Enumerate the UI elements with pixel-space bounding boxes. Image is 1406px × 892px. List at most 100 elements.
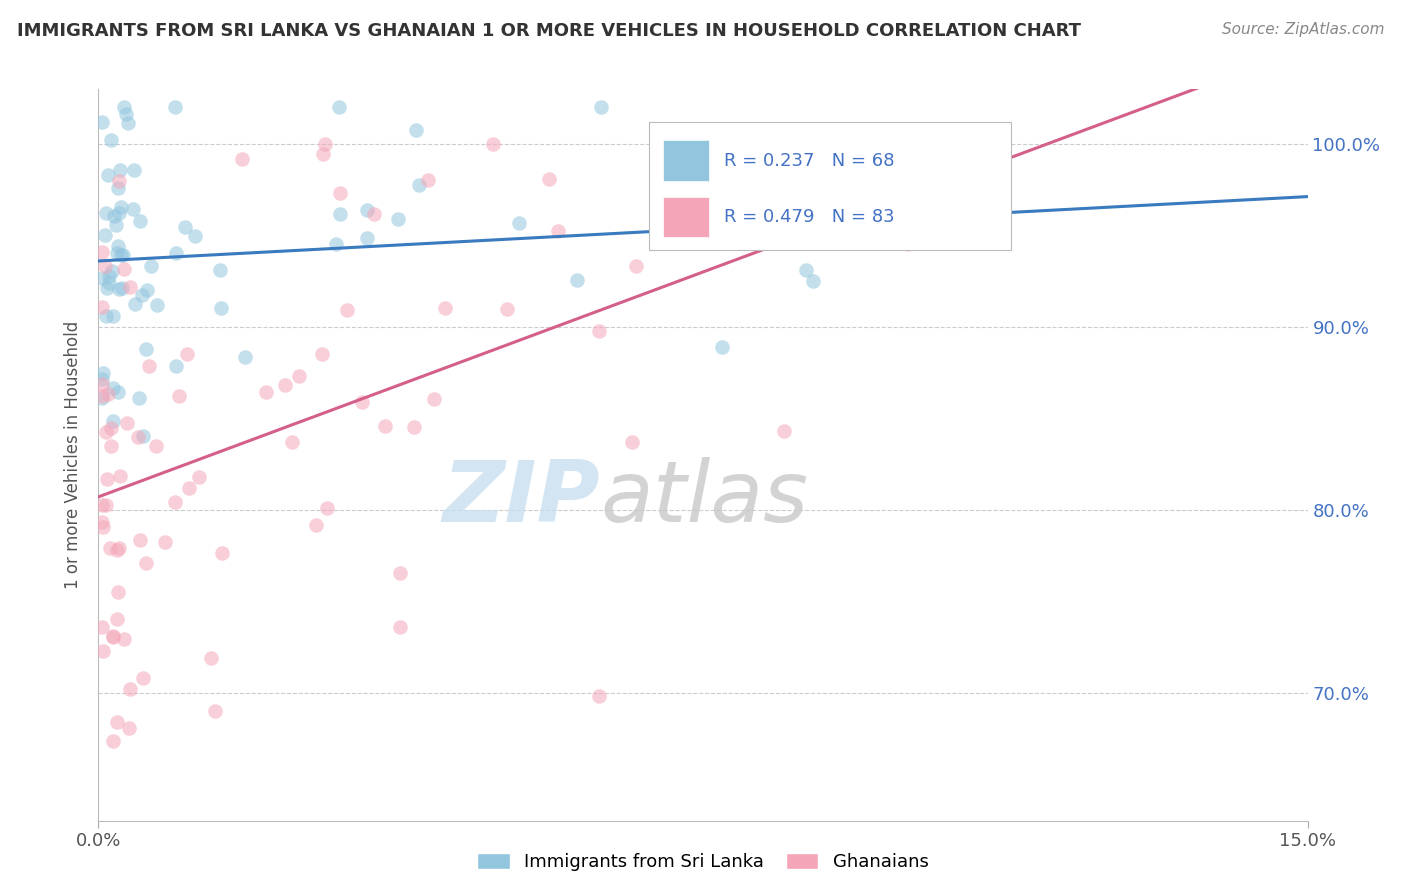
Point bbox=[111, 280, 134, 294]
Point bbox=[356, 203, 378, 218]
Point bbox=[588, 324, 610, 338]
Point bbox=[91, 498, 114, 512]
Point bbox=[163, 495, 186, 509]
Point bbox=[794, 263, 817, 277]
Point bbox=[388, 566, 411, 581]
Point bbox=[388, 619, 411, 633]
Point bbox=[274, 378, 297, 392]
Point bbox=[146, 298, 169, 312]
Point bbox=[482, 137, 505, 152]
Point bbox=[177, 481, 200, 495]
Point bbox=[96, 205, 118, 219]
Point bbox=[254, 384, 277, 399]
Point bbox=[91, 389, 114, 403]
Point bbox=[537, 172, 560, 186]
Point bbox=[108, 205, 131, 219]
Point bbox=[169, 389, 191, 403]
Point bbox=[107, 181, 129, 195]
Point bbox=[108, 162, 131, 177]
Point bbox=[103, 209, 125, 223]
Point bbox=[91, 391, 114, 405]
Point bbox=[108, 541, 131, 555]
Point bbox=[97, 387, 120, 401]
Point bbox=[589, 101, 612, 115]
Point bbox=[423, 392, 446, 406]
Point bbox=[567, 273, 589, 287]
Point bbox=[127, 430, 149, 444]
Point bbox=[114, 106, 136, 120]
Text: R = 0.237   N = 68: R = 0.237 N = 68 bbox=[724, 152, 894, 169]
Point bbox=[105, 715, 128, 730]
Point bbox=[115, 417, 138, 431]
Point bbox=[110, 200, 132, 214]
Point bbox=[129, 533, 152, 547]
Point bbox=[363, 207, 385, 221]
Text: atlas: atlas bbox=[600, 458, 808, 541]
Point bbox=[107, 584, 129, 599]
Point bbox=[165, 246, 187, 260]
Point bbox=[112, 248, 135, 262]
Point bbox=[91, 115, 114, 129]
Point bbox=[547, 224, 569, 238]
Point bbox=[112, 262, 135, 277]
Point bbox=[325, 237, 347, 252]
Point bbox=[624, 260, 647, 274]
Point bbox=[98, 268, 121, 283]
Point bbox=[128, 214, 150, 228]
Point bbox=[136, 283, 159, 297]
Point bbox=[328, 101, 350, 115]
Point bbox=[145, 439, 167, 453]
Point bbox=[103, 381, 125, 395]
Point bbox=[105, 543, 128, 558]
Point bbox=[153, 535, 176, 549]
Point bbox=[118, 721, 141, 735]
Point bbox=[93, 259, 115, 273]
Text: Source: ZipAtlas.com: Source: ZipAtlas.com bbox=[1222, 22, 1385, 37]
Point bbox=[96, 425, 118, 440]
Point bbox=[235, 351, 257, 365]
Point bbox=[588, 689, 610, 703]
Point bbox=[204, 704, 226, 718]
Point bbox=[682, 221, 704, 235]
Point bbox=[131, 671, 153, 685]
Legend: Immigrants from Sri Lanka, Ghanaians: Immigrants from Sri Lanka, Ghanaians bbox=[470, 846, 936, 879]
Point bbox=[124, 297, 146, 311]
Point bbox=[287, 368, 309, 383]
Point bbox=[879, 180, 901, 194]
Point bbox=[100, 421, 122, 435]
Point bbox=[94, 228, 117, 243]
Point bbox=[110, 248, 132, 262]
FancyBboxPatch shape bbox=[664, 197, 709, 237]
Point bbox=[405, 123, 427, 137]
Point bbox=[91, 620, 114, 634]
FancyBboxPatch shape bbox=[648, 122, 1011, 250]
Point bbox=[101, 414, 124, 428]
Point bbox=[772, 424, 794, 438]
Point bbox=[107, 282, 129, 296]
Point bbox=[329, 186, 352, 200]
Point bbox=[884, 195, 907, 210]
Point bbox=[97, 168, 120, 182]
Point bbox=[356, 231, 378, 245]
Point bbox=[107, 385, 129, 400]
Point bbox=[281, 435, 304, 450]
Point bbox=[135, 557, 157, 571]
Point bbox=[91, 271, 114, 285]
Point bbox=[104, 219, 127, 233]
Point bbox=[314, 137, 336, 152]
Point bbox=[101, 630, 124, 644]
Point bbox=[94, 498, 117, 512]
Point bbox=[305, 518, 328, 533]
Point bbox=[329, 207, 352, 221]
Point bbox=[350, 395, 373, 409]
Point bbox=[98, 541, 121, 556]
Point bbox=[91, 372, 114, 386]
Point bbox=[100, 438, 122, 452]
Point bbox=[184, 228, 207, 243]
Point bbox=[733, 159, 755, 173]
Point bbox=[112, 101, 135, 115]
Point bbox=[96, 472, 118, 486]
Point bbox=[118, 682, 141, 697]
Point bbox=[101, 733, 124, 747]
Point bbox=[433, 301, 456, 316]
